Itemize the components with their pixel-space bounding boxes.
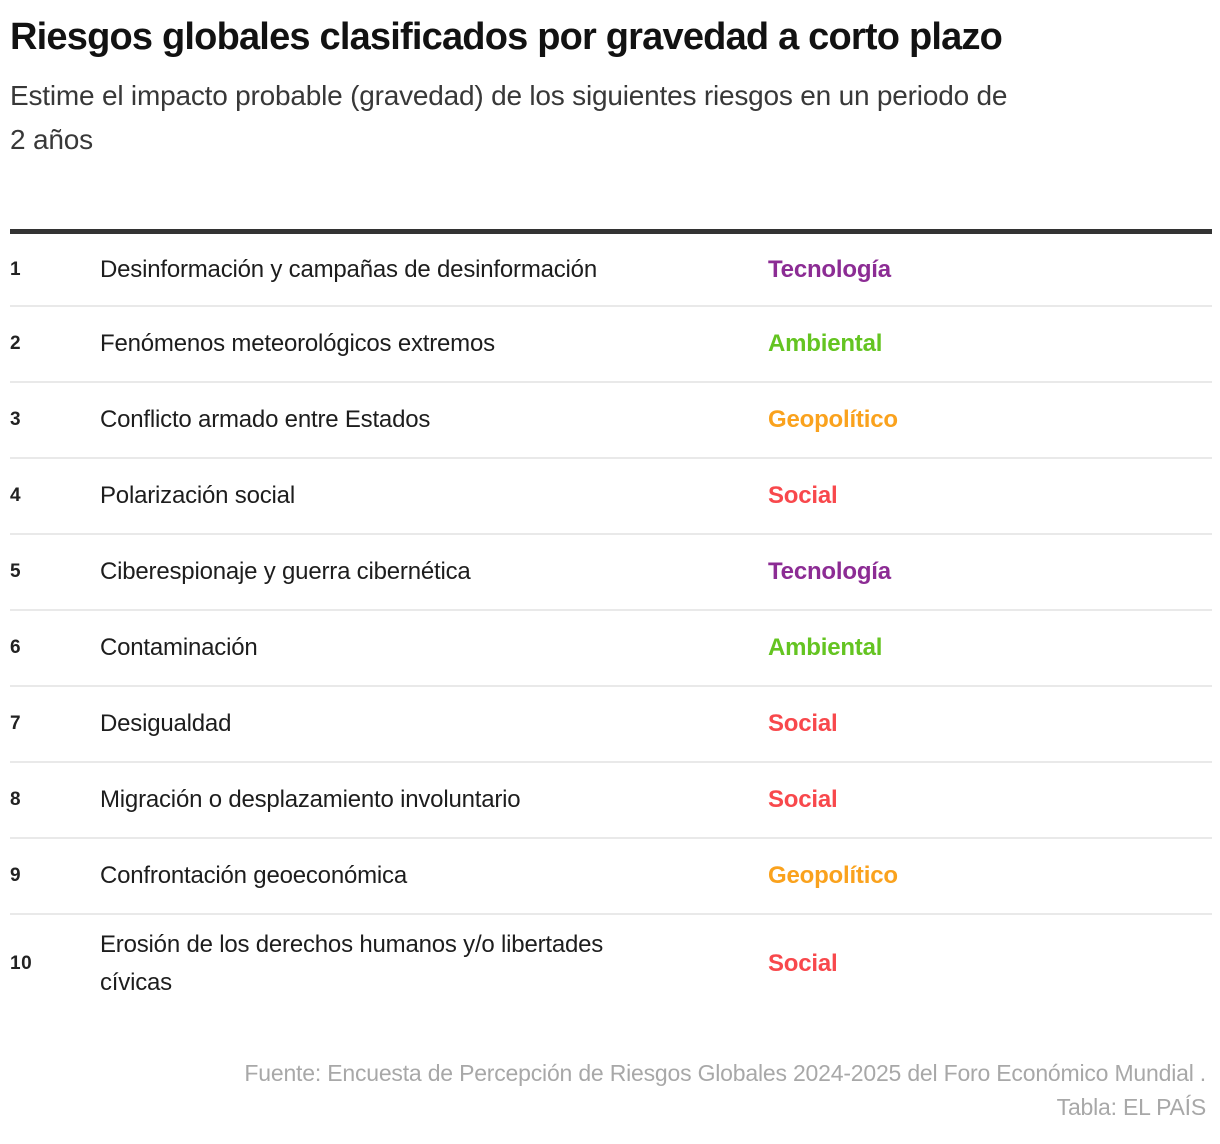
rank-number: 10 <box>10 952 33 974</box>
category-label: Social <box>768 786 838 813</box>
risk-name: Ciberespionaje y guerra cibernética <box>100 558 471 585</box>
table-row: 4 Polarización social Social <box>10 457 1212 533</box>
rank-number: 9 <box>10 865 22 886</box>
risk-name: Confrontación geoeconómica <box>100 862 407 889</box>
rank-number: 4 <box>10 485 22 506</box>
rank-number: 1 <box>10 258 22 280</box>
table-row: 1 Desinformación y campañas de desinform… <box>10 234 1212 305</box>
category-label: Ambiental <box>768 330 883 357</box>
rank-number: 6 <box>10 637 22 658</box>
category-label: Tecnología <box>768 255 891 283</box>
risk-name: Polarización social <box>100 482 295 509</box>
table-row: 5 Ciberespionaje y guerra cibernética Te… <box>10 533 1212 609</box>
category-label: Social <box>768 482 838 509</box>
table-footer: Fuente: Encuesta de Percepción de Riesgo… <box>10 1056 1206 1124</box>
risk-name: Erosión de los derechos humanos y/o libe… <box>100 930 604 996</box>
risk-name: Desigualdad <box>100 710 232 737</box>
risk-name: Conflicto armado entre Estados <box>100 406 431 433</box>
category-label: Ambiental <box>768 634 883 661</box>
category-label: Tecnología <box>768 558 891 585</box>
table-row: 8 Migración o desplazamiento involuntari… <box>10 761 1212 837</box>
table-row: 10 Erosión de los derechos humanos y/o l… <box>10 913 1212 1012</box>
table-row: 7 Desigualdad Social <box>10 685 1212 761</box>
table-row: 6 Contaminación Ambiental <box>10 609 1212 685</box>
category-label: Social <box>768 949 838 977</box>
rank-number: 7 <box>10 713 22 734</box>
rank-number: 5 <box>10 561 22 582</box>
risk-name: Fenómenos meteorológicos extremos <box>100 330 495 357</box>
rank-number: 8 <box>10 789 22 810</box>
risk-name: Contaminación <box>100 634 258 661</box>
category-label: Geopolítico <box>768 406 898 433</box>
category-label: Social <box>768 710 838 737</box>
table-row: 9 Confrontación geoeconómica Geopolítico <box>10 837 1212 913</box>
risk-name: Desinformación y campañas de desinformac… <box>100 255 597 283</box>
source-line: Fuente: Encuesta de Percepción de Riesgo… <box>244 1060 1206 1086</box>
page-title: Riesgos globales clasificados por graved… <box>10 16 1003 58</box>
table-row: 2 Fenómenos meteorológicos extremos Ambi… <box>10 305 1212 381</box>
rank-number: 2 <box>10 333 22 354</box>
page-subtitle: Estime el impacto probable (gravedad) de… <box>10 80 1008 155</box>
credit-line: Tabla: EL PAÍS <box>1056 1094 1207 1120</box>
rank-number: 3 <box>10 409 22 430</box>
ranking-table: 1 Desinformación y campañas de desinform… <box>10 229 1212 1012</box>
risk-name: Migración o desplazamiento involuntario <box>100 786 521 813</box>
table-row: 3 Conflicto armado entre Estados Geopolí… <box>10 381 1212 457</box>
category-label: Geopolítico <box>768 862 898 889</box>
